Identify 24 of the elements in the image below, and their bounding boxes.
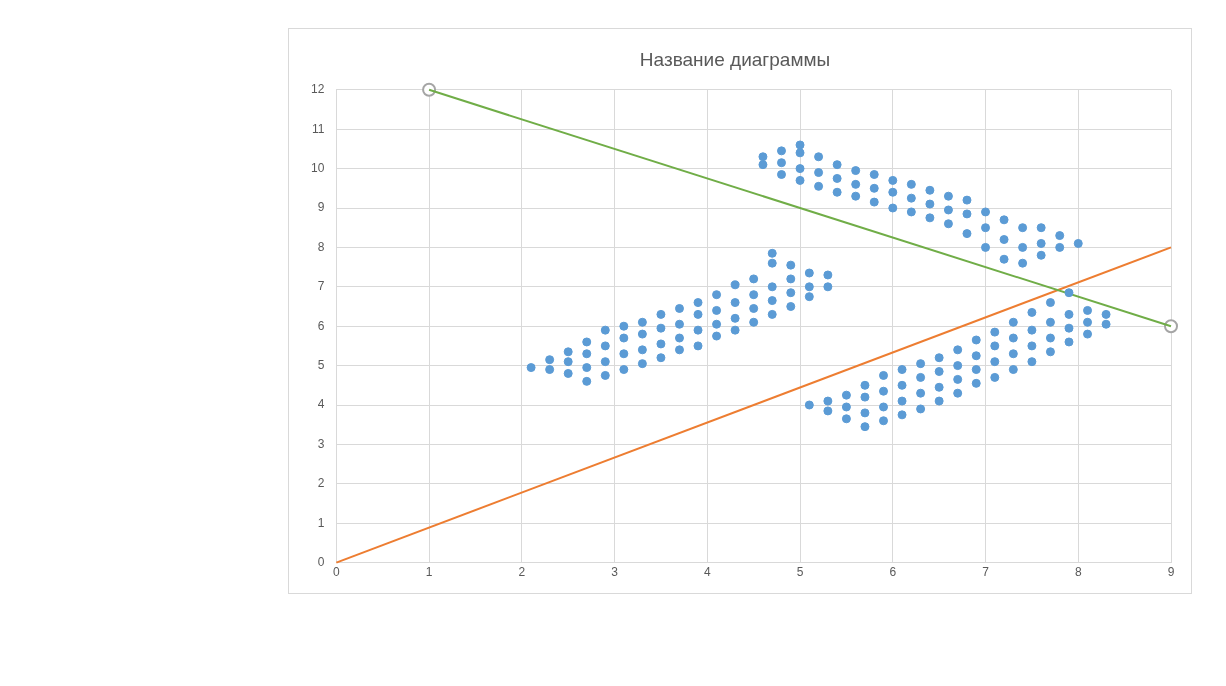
y-tick-label: 2 <box>317 476 325 491</box>
y-tick-label: 12 <box>310 82 325 97</box>
y-tick-label: 6 <box>317 318 325 333</box>
x-tick-label: 5 <box>796 565 804 580</box>
x-tick-label: 9 <box>1167 565 1175 580</box>
x-tick-label: 3 <box>611 565 619 580</box>
x-tick-label: 7 <box>982 565 990 580</box>
x-tick-label: 0 <box>333 565 340 580</box>
y-tick-label: 3 <box>317 436 325 451</box>
y-tick-label: 4 <box>317 397 325 412</box>
x-tick-label: 2 <box>518 565 526 580</box>
y-tick-label: 1 <box>317 515 325 530</box>
y-tick-label: 5 <box>317 357 325 372</box>
x-tick-label: 8 <box>1074 565 1082 580</box>
y-tick-label: 9 <box>317 200 325 215</box>
y-tick-label: 10 <box>310 160 325 175</box>
x-tick-label: 6 <box>889 565 897 580</box>
chart-title: Название диаграммы <box>639 48 831 70</box>
y-tick-label: 7 <box>317 279 325 294</box>
y-tick-label: 11 <box>311 121 325 136</box>
x-tick-label: 1 <box>425 565 433 580</box>
x-tick-label: 4 <box>703 565 711 580</box>
y-tick-label: 8 <box>317 239 325 254</box>
y-tick-label: 0 <box>317 554 325 569</box>
